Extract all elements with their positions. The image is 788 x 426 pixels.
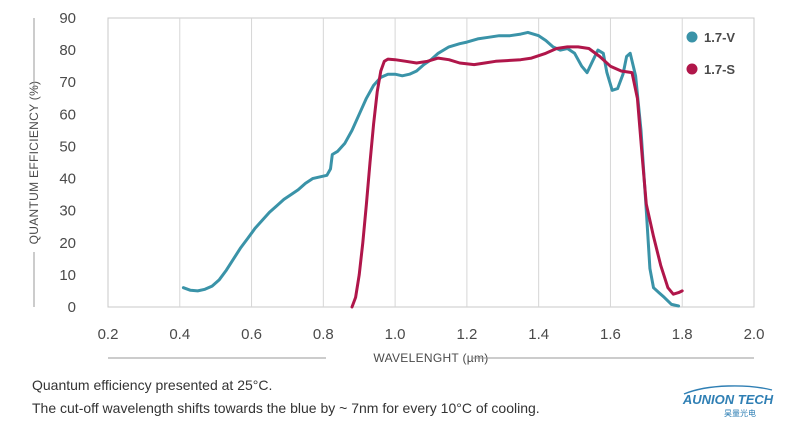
y-tick-label: 0 bbox=[68, 299, 76, 316]
y-tick-label: 60 bbox=[59, 106, 76, 123]
x-tick-label: 1.4 bbox=[528, 326, 549, 343]
y-tick-label: 80 bbox=[59, 42, 76, 59]
x-tick-label: 0.4 bbox=[169, 326, 190, 343]
legend: 1.7-V 1.7-S bbox=[686, 30, 735, 77]
x-tick-label: 0.6 bbox=[241, 326, 262, 343]
grid-lines bbox=[107, 17, 755, 308]
y-tick-label: 40 bbox=[59, 171, 76, 188]
logo-text: AUNION TECH bbox=[682, 392, 774, 407]
x-tick-label: 1.0 bbox=[385, 326, 406, 343]
x-axis-title: WAVELENGHT (µm) bbox=[373, 351, 488, 365]
series-line-1.7-V bbox=[181, 30, 681, 308]
y-tick-label: 10 bbox=[59, 267, 76, 284]
data-series bbox=[181, 30, 684, 309]
x-tick-label: 2.0 bbox=[744, 326, 765, 343]
legend-marker-1.7-V bbox=[686, 31, 698, 43]
y-tick-label: 30 bbox=[59, 203, 76, 220]
logo-swoosh bbox=[683, 385, 773, 395]
caption-line-1: Quantum efficiency presented at 25°C. bbox=[32, 377, 273, 393]
x-tick-label: 1.8 bbox=[672, 326, 693, 343]
y-tick-label: 90 bbox=[59, 10, 76, 27]
series-line-1.7-S bbox=[350, 45, 684, 309]
x-tick-label: 0.2 bbox=[98, 326, 119, 343]
y-tick-label: 70 bbox=[59, 74, 76, 91]
x-tick-label: 1.6 bbox=[600, 326, 621, 343]
axes: 0.2 0.4 0.6 0.8 1.0 1.2 1.4 1.6 1.8 2.0 0 10 20 30 40 5… bbox=[27, 10, 764, 365]
x-tick-label: 1.2 bbox=[456, 326, 477, 343]
x-tick-label: 0.8 bbox=[313, 326, 334, 343]
aunion-tech-logo: AUNION TECH 昊量光电 bbox=[682, 385, 774, 418]
logo-subtext: 昊量光电 bbox=[724, 408, 756, 418]
legend-label-1.7-V: 1.7-V bbox=[704, 30, 735, 45]
legend-marker-1.7-S bbox=[686, 63, 698, 75]
y-tick-label: 20 bbox=[59, 235, 76, 252]
plot-frame bbox=[107, 17, 755, 308]
caption-line-2: The cut-off wavelength shifts towards th… bbox=[32, 400, 540, 416]
y-tick-label: 50 bbox=[59, 138, 76, 155]
y-axis-title: QUANTUM EFFICIENCY (%) bbox=[27, 81, 41, 245]
legend-label-1.7-S: 1.7-S bbox=[704, 62, 735, 77]
